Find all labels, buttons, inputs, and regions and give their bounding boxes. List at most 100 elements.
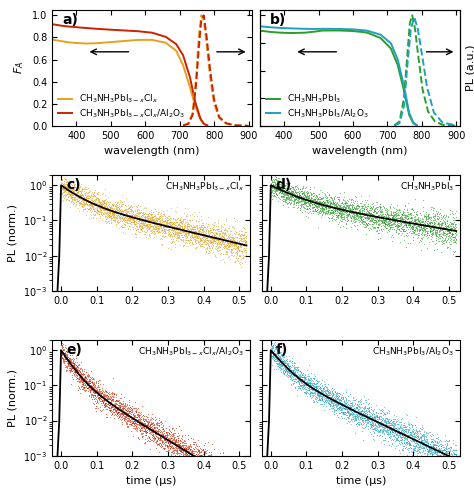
Point bbox=[346, 210, 353, 218]
Point bbox=[397, 436, 405, 444]
Point bbox=[105, 217, 113, 225]
Point bbox=[106, 395, 114, 403]
Point bbox=[408, 444, 415, 452]
Point bbox=[193, 225, 201, 233]
Point bbox=[104, 399, 112, 407]
Point bbox=[161, 212, 169, 220]
Point bbox=[395, 220, 402, 227]
Point bbox=[405, 218, 413, 225]
Point bbox=[268, 186, 276, 194]
Point bbox=[236, 246, 243, 254]
Point bbox=[183, 451, 191, 459]
Point bbox=[394, 431, 402, 439]
Point bbox=[428, 233, 436, 241]
Point bbox=[339, 393, 346, 401]
Point bbox=[145, 410, 152, 418]
Point bbox=[287, 188, 295, 196]
Point bbox=[97, 380, 104, 388]
Point bbox=[116, 403, 123, 411]
Point bbox=[75, 374, 83, 382]
Point bbox=[399, 425, 406, 433]
Point bbox=[207, 226, 214, 234]
Point bbox=[182, 228, 189, 236]
Point bbox=[272, 182, 280, 190]
Point bbox=[392, 434, 400, 442]
Point bbox=[176, 447, 183, 455]
Point bbox=[427, 439, 434, 446]
Point bbox=[176, 221, 183, 229]
Point bbox=[92, 199, 100, 207]
Point bbox=[193, 454, 201, 462]
Point bbox=[347, 401, 355, 409]
Point bbox=[434, 439, 441, 447]
Point bbox=[294, 196, 301, 204]
Point bbox=[83, 379, 91, 387]
Point bbox=[318, 202, 326, 210]
Point bbox=[96, 207, 103, 215]
Point bbox=[165, 438, 173, 446]
Point bbox=[153, 436, 161, 443]
Point bbox=[321, 209, 328, 217]
Point bbox=[353, 415, 360, 423]
Point bbox=[278, 189, 285, 196]
Point bbox=[344, 204, 351, 212]
Point bbox=[73, 186, 81, 194]
Point bbox=[440, 215, 447, 222]
Point bbox=[408, 443, 415, 451]
Point bbox=[382, 436, 389, 443]
Point bbox=[428, 219, 436, 227]
Point bbox=[138, 419, 146, 427]
Point bbox=[76, 200, 84, 208]
Point bbox=[435, 208, 442, 216]
Point bbox=[165, 222, 173, 230]
Point bbox=[309, 189, 317, 196]
Point bbox=[312, 199, 319, 207]
Point bbox=[173, 450, 181, 458]
Point bbox=[114, 408, 122, 416]
Point bbox=[151, 205, 159, 213]
Point bbox=[281, 364, 288, 372]
Point bbox=[103, 213, 110, 221]
Point bbox=[384, 220, 392, 228]
Point bbox=[345, 412, 353, 419]
Point bbox=[368, 206, 375, 214]
Point bbox=[296, 193, 304, 200]
Point bbox=[136, 214, 143, 221]
Point bbox=[145, 217, 152, 224]
Point bbox=[317, 202, 325, 210]
Point bbox=[130, 412, 137, 419]
Point bbox=[174, 225, 182, 233]
Point bbox=[347, 201, 355, 209]
Point bbox=[318, 200, 325, 208]
Point bbox=[71, 366, 79, 374]
Point bbox=[349, 201, 357, 209]
Point bbox=[332, 201, 339, 209]
Point bbox=[74, 363, 82, 371]
Point bbox=[354, 422, 361, 430]
Point bbox=[73, 365, 81, 373]
Point bbox=[128, 415, 136, 422]
Point bbox=[279, 192, 286, 200]
Point bbox=[426, 431, 433, 439]
Point bbox=[106, 408, 113, 416]
Point bbox=[138, 219, 146, 227]
Point bbox=[104, 201, 112, 209]
Point bbox=[328, 214, 335, 222]
Point bbox=[167, 235, 175, 243]
Point bbox=[118, 207, 125, 215]
Point bbox=[149, 223, 157, 231]
Point bbox=[193, 451, 201, 459]
Point bbox=[92, 402, 100, 410]
Point bbox=[396, 434, 404, 441]
Point bbox=[366, 412, 374, 419]
Point bbox=[139, 420, 146, 428]
Point bbox=[203, 222, 211, 230]
Point bbox=[114, 410, 121, 418]
Point bbox=[389, 213, 396, 221]
Point bbox=[398, 429, 405, 437]
Point bbox=[336, 405, 344, 413]
Point bbox=[429, 441, 437, 448]
Point bbox=[119, 410, 127, 418]
Point bbox=[398, 215, 406, 222]
Point bbox=[174, 231, 182, 239]
